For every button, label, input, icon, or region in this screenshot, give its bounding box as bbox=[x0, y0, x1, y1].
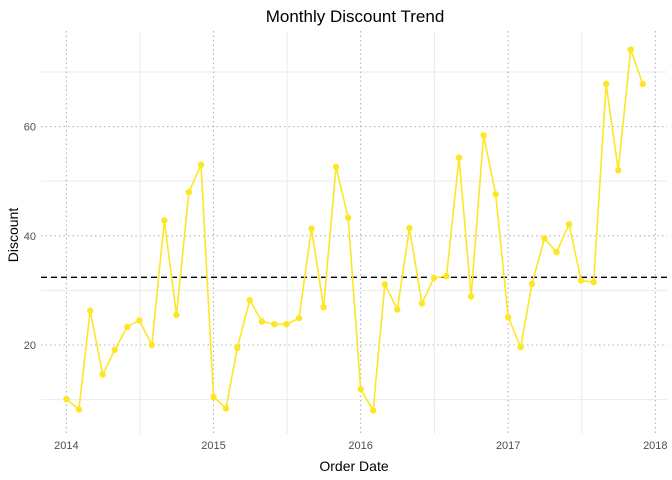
data-point bbox=[111, 346, 118, 354]
data-point bbox=[271, 321, 278, 328]
y-tick-label: 60 bbox=[24, 122, 36, 134]
data-point bbox=[308, 225, 315, 232]
data-point bbox=[148, 341, 156, 349]
data-point bbox=[124, 323, 131, 331]
x-tick-label: 2014 bbox=[54, 440, 78, 452]
data-point bbox=[504, 313, 512, 321]
data-point bbox=[430, 274, 438, 282]
data-point bbox=[406, 224, 413, 232]
data-point bbox=[99, 371, 106, 378]
data-point bbox=[210, 393, 217, 401]
data-point bbox=[615, 167, 622, 174]
data-point bbox=[369, 407, 377, 414]
data-point bbox=[222, 405, 230, 412]
data-point bbox=[627, 46, 634, 53]
data-point bbox=[467, 293, 475, 300]
data-point bbox=[639, 80, 647, 88]
data-point bbox=[258, 318, 266, 325]
data-point bbox=[63, 395, 70, 403]
data-point bbox=[136, 317, 143, 324]
data-point bbox=[418, 300, 426, 307]
data-point bbox=[185, 188, 193, 196]
data-point bbox=[577, 277, 585, 284]
series-line bbox=[65, 48, 644, 412]
data-point bbox=[541, 235, 548, 242]
data-point bbox=[590, 278, 597, 286]
y-tick-label: 20 bbox=[24, 340, 36, 352]
data-point bbox=[320, 304, 327, 311]
data-point bbox=[517, 343, 524, 351]
data-point bbox=[357, 386, 364, 393]
data-point bbox=[246, 297, 253, 304]
data-point bbox=[602, 80, 610, 88]
data-point bbox=[283, 321, 290, 328]
data-point bbox=[443, 272, 450, 280]
data-point bbox=[86, 307, 94, 314]
data-point bbox=[394, 306, 401, 313]
x-tick-label: 2016 bbox=[348, 440, 372, 452]
data-point bbox=[173, 311, 180, 319]
y-tick-label: 40 bbox=[24, 231, 36, 243]
data-point bbox=[161, 217, 168, 224]
chart-title: Monthly Discount Trend bbox=[266, 7, 445, 26]
x-tick-label: 2018 bbox=[643, 440, 667, 452]
x-axis-title: Order Date bbox=[319, 458, 388, 474]
data-point bbox=[234, 344, 241, 351]
x-tick-label: 2017 bbox=[496, 440, 520, 452]
y-axis-title: Discount bbox=[5, 208, 21, 263]
data-point bbox=[480, 132, 487, 139]
data-point bbox=[553, 248, 560, 256]
x-tick-label: 2015 bbox=[201, 440, 225, 452]
data-point bbox=[75, 406, 83, 413]
data-point bbox=[565, 221, 573, 228]
data-point bbox=[197, 161, 205, 168]
data-point bbox=[295, 315, 303, 322]
data-point bbox=[344, 214, 352, 221]
data-point bbox=[528, 280, 536, 288]
data-point bbox=[381, 281, 389, 288]
data-point bbox=[455, 154, 463, 161]
data-point bbox=[492, 191, 499, 198]
data-point bbox=[332, 163, 340, 171]
